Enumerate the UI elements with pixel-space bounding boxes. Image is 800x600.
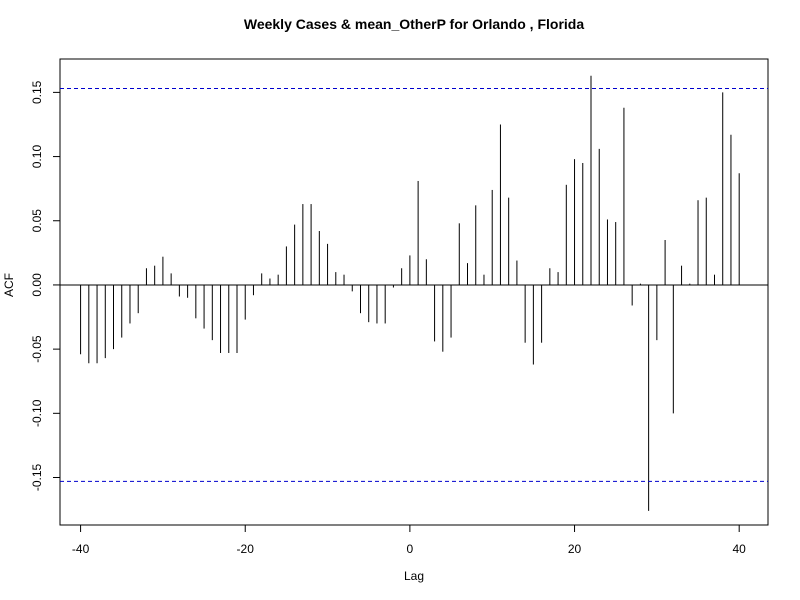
x-axis-label: Lag [403,569,425,583]
y-tick-label: 0.00 [30,273,44,297]
acf-bars [60,75,768,511]
axis-ticks: -40 -20 0 20 40 -0.15 -0.10 -0.05 0.00 0.05 0.10 0.… [30,80,746,556]
y-tick-label: -0.05 [30,335,44,363]
y-tick-label: -0.15 [30,464,44,492]
x-tick-label: -20 [237,542,255,556]
y-tick-label: 0.10 [30,145,44,169]
y-tick-label: 0.05 [30,209,44,233]
plot-frame [59,58,769,526]
x-tick-label: 0 [407,542,414,556]
chart-title: Weekly Cases & mean_OtherP for Orlando ,… [243,16,585,32]
x-tick-label: -40 [72,542,90,556]
confidence-lines [60,88,768,482]
x-tick-label: 20 [568,542,582,556]
x-tick-label: 40 [733,542,747,556]
y-tick-label: -0.10 [30,399,44,427]
y-tick-label: 0.15 [30,80,44,104]
